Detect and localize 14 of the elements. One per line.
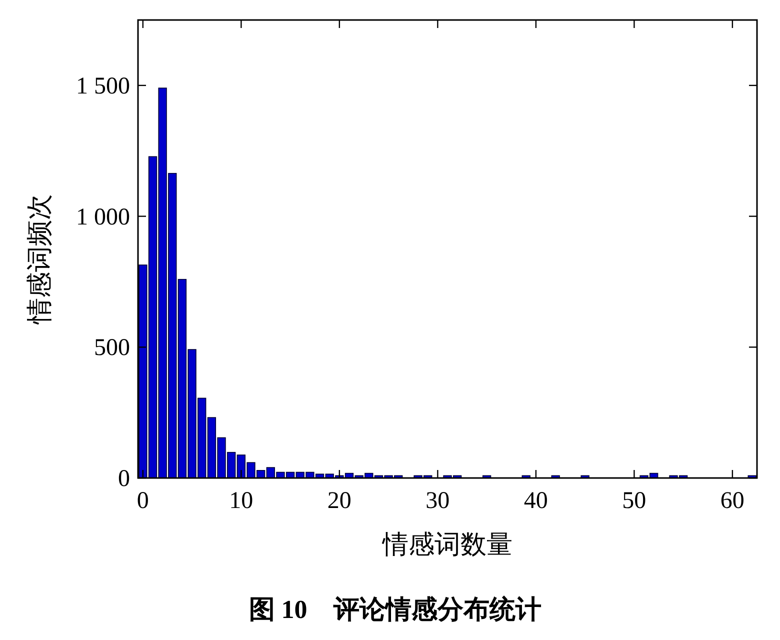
x-tick-label: 0 (136, 488, 149, 514)
y-axis-title: 情感词频次 (25, 194, 54, 325)
x-tick-label: 40 (524, 488, 548, 514)
x-tick-label: 20 (327, 488, 352, 514)
y-tick-label: 500 (94, 335, 130, 362)
x-axis-title: 情感词数量 (382, 530, 512, 559)
y-tick-label: 0 (118, 466, 130, 492)
text: 图 10 评论情感分布统计 (248, 595, 542, 624)
x-tick-label: 60 (720, 488, 744, 514)
x-tick-label: 10 (229, 488, 254, 514)
x-tick-label: 50 (622, 488, 646, 514)
y-tick-label: 1 000 (76, 204, 130, 230)
y-tick-label: 1 500 (76, 73, 130, 100)
x-tick-label: 30 (426, 488, 450, 514)
